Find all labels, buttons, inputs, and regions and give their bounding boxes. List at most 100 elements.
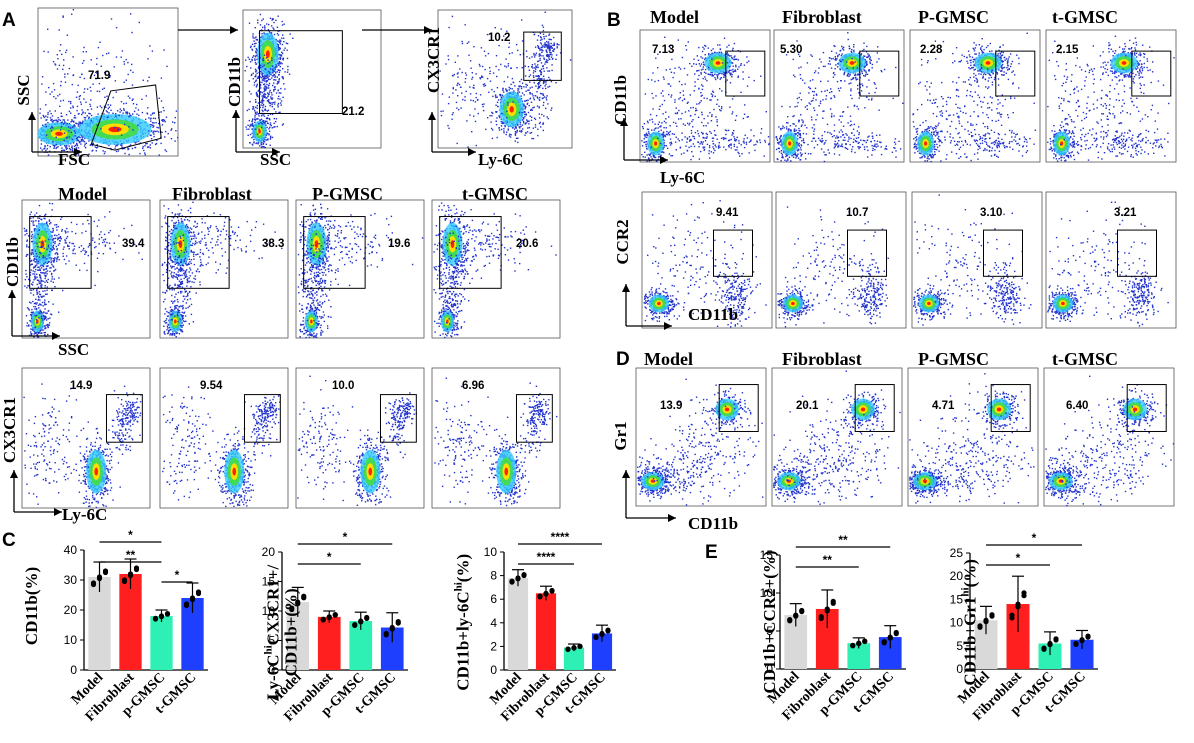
chart-5-point (1085, 633, 1091, 639)
chart-1-point (127, 571, 134, 577)
chart3-ylabel-part2: (%) (453, 553, 473, 583)
arrow-gate-2 (362, 26, 432, 34)
plot-a-row3-2-frame (295, 367, 425, 509)
plot-b-row1-3 (1045, 29, 1177, 163)
chart-4-point (887, 634, 893, 640)
chart-3-point (565, 646, 571, 652)
plot-b-row1-2-dots (912, 32, 1036, 163)
header-pgmsc-d: P-GMSC (918, 349, 989, 369)
chart-2-sig-label: * (343, 530, 348, 544)
chart-3-bar-1 (507, 577, 529, 670)
chart4-ylabel: CD11b+CCR2+(%) (760, 550, 779, 694)
plot-a-row3-3-gate (515, 394, 553, 443)
plot-a-row3-1 (159, 367, 289, 509)
chart-5-sig-label: * (1032, 531, 1037, 545)
chart-1-point (189, 595, 196, 601)
plot-a-row2-0-gate (29, 216, 92, 289)
header-fibroblast-d: Fibroblast (782, 349, 862, 369)
plot-a-row3-2-dots (297, 375, 417, 506)
header-fibroblast-b: Fibroblast (782, 7, 862, 27)
chart-1-sig-label: * (128, 528, 133, 542)
plot-a-cx3cr1-dots (439, 11, 572, 148)
chart-3-bar-2 (535, 593, 557, 670)
chart-4-point (850, 642, 856, 648)
plot-b-row1-0-dots (641, 36, 770, 163)
plot-b-row1-0 (639, 29, 771, 163)
arrow-x-b2 (626, 322, 672, 330)
chart-5-point (989, 612, 995, 618)
chart-2-point (326, 614, 332, 620)
panel-label-c: C (2, 530, 16, 551)
chart-5-point (1015, 601, 1021, 607)
chart-5-point (1009, 612, 1015, 618)
header-model-a: Model (58, 184, 107, 204)
chart-1-ytick-label: 10 (64, 633, 78, 647)
plot-a-row3-1-gate (243, 394, 281, 443)
chart-4-point (793, 612, 799, 618)
plot-b-row1-2 (909, 29, 1041, 163)
plot-b-row2-3-dots (1047, 201, 1169, 327)
chart-3-point (543, 590, 549, 596)
plot-b-row1-2-gate (995, 50, 1036, 97)
arrow-y-b2 (622, 284, 630, 326)
chart-4-point (787, 617, 793, 623)
chart2-ylabel-part1: Ly-6C (263, 654, 283, 700)
plot-a-cx3cr1-gate (523, 31, 562, 81)
header-model-b: Model (650, 7, 699, 27)
header-tgmsc-a: t-GMSC (462, 184, 528, 204)
plot-b-row2-1 (775, 191, 907, 329)
arrow-x-fsc (32, 148, 82, 156)
arrow-x-ly6c (432, 148, 476, 156)
chart-1-point (102, 568, 109, 574)
plot-a-row2-1 (159, 199, 289, 339)
chart-3-ytick-label: 4 (490, 616, 497, 630)
chart-1-point (195, 589, 202, 595)
chart-5-sig-label: * (1016, 551, 1021, 565)
chart-1-ytick-label: 40 (64, 543, 78, 557)
chart-3-sig-label: **** (551, 530, 570, 544)
plot-b-row2-3 (1045, 191, 1177, 329)
chart-3-point (593, 634, 599, 640)
arrow-x-row3 (14, 508, 62, 516)
plot-a-row3-1-frame (159, 367, 289, 509)
plot-a-row2-3-dots (433, 202, 557, 339)
arrow-y-cd11b (232, 110, 240, 152)
chart-3: 0246810ModelFibroblastp-GMSCt-GMSC******… (484, 530, 616, 725)
chart-4-point (856, 640, 862, 646)
plot-b-row1-3-gate (1131, 50, 1172, 97)
plot-b-row1-3-dots (1047, 35, 1175, 162)
chart5-ylabel-part2: (%) (960, 559, 980, 588)
chart-5-point (1053, 636, 1059, 642)
plot-a-row3-0 (21, 367, 151, 509)
panel-label-e: E (705, 542, 718, 563)
arrow-y-row2 (8, 290, 16, 336)
plot-d-1 (771, 367, 903, 507)
plot-a-row3-1-dots (162, 386, 281, 508)
plot-a-fsc-ssc-dots (37, 9, 179, 156)
chart-3-sig-label: **** (537, 550, 556, 564)
chart-3-ytick-label: 0 (490, 663, 497, 677)
chart-3-point (521, 572, 527, 578)
chart-3-ytick-label: 8 (490, 569, 497, 583)
header-tgmsc-b: t-GMSC (1052, 7, 1118, 27)
chart2-ylabel-sup: hi (262, 645, 275, 655)
plot-a-cx3cr1 (437, 9, 573, 149)
plot-a-row3-0-gate (105, 394, 143, 443)
plot-a-row3-3 (431, 367, 561, 509)
chart-2-point (301, 593, 307, 599)
chart-2-sig-label: * (327, 550, 332, 564)
plot-b-row2-1-dots (777, 206, 889, 328)
arrow-y-b1 (620, 118, 628, 160)
chart-1-ytick-label: 20 (64, 603, 78, 617)
plot-b-row2-0-dots (643, 200, 767, 328)
chart-4-point (830, 598, 836, 604)
plot-a-fsc-ssc-gate (90, 84, 162, 151)
plot-a-row3-2-gate (379, 394, 417, 443)
chart-3-point (605, 627, 611, 633)
plot-a-row2-0-dots (23, 202, 143, 338)
plot-a-cd11b-ssc-dots (244, 13, 294, 149)
chart-2-point (389, 624, 395, 631)
plot-a-row3-3-dots (434, 377, 558, 507)
plot-a-row2-1-dots (161, 201, 283, 338)
